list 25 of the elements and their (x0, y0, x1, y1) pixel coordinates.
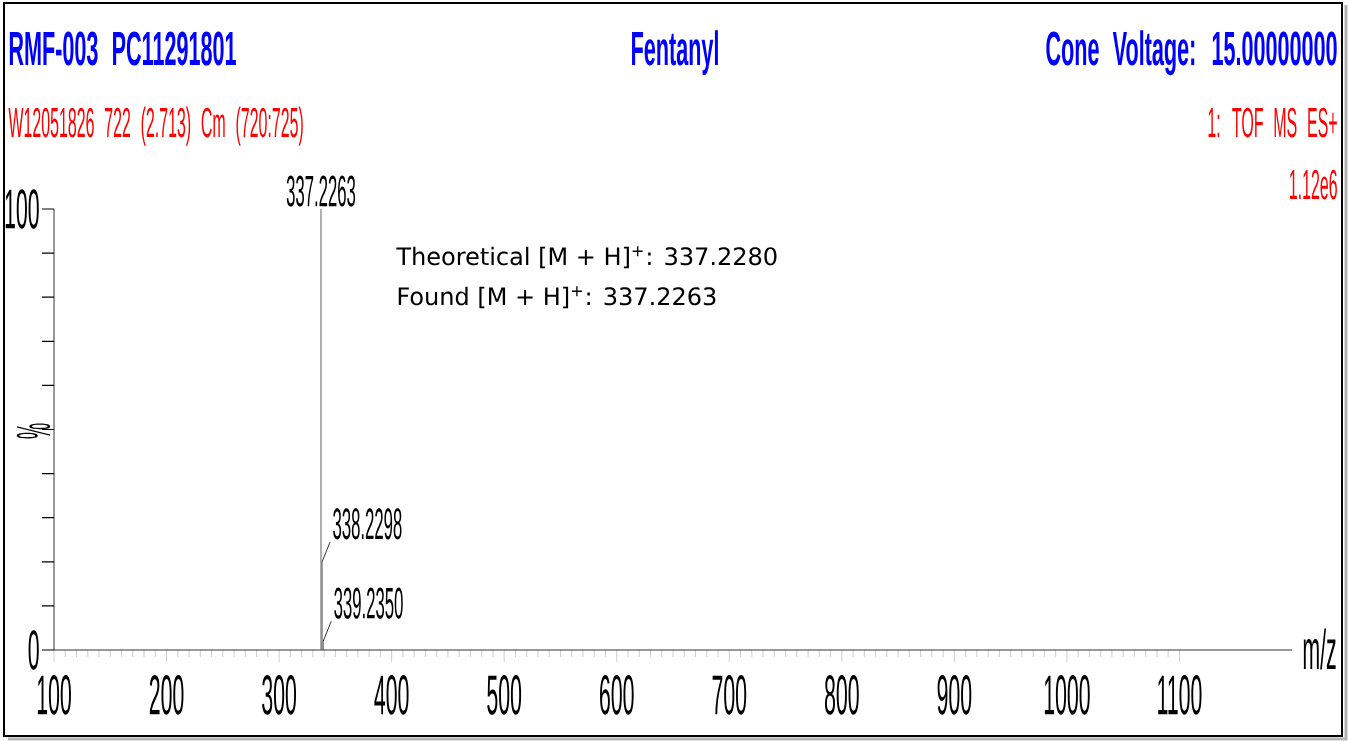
x-tick-label: 200 (149, 675, 184, 715)
text: 1: TOF MS ES+ (1208, 107, 1337, 138)
text: 1.12e6 (1290, 169, 1337, 200)
y-axis-title: % (16, 423, 51, 439)
annotation: 338.2298 (333, 508, 402, 540)
x-tick-label: 900 (937, 675, 972, 715)
x-tick-label: 1100 (1158, 675, 1202, 715)
annotation: Theoretical [M + H]$^{+}$: 337.2280 (396, 246, 777, 269)
x-tick-label: 600 (600, 675, 634, 715)
text: W12051826 722 (2.713) Cm (720:725) (8, 106, 303, 146)
x-tick-label: 400 (374, 675, 409, 715)
x-tick-label: 300 (262, 675, 297, 715)
annotation: 337.2263 (286, 175, 356, 207)
x-axis-title: m/z (1303, 628, 1336, 670)
x-tick-label: 1000 (1044, 675, 1090, 715)
x-tick-label: 800 (824, 675, 859, 715)
x-tick-label: 700 (712, 675, 747, 715)
annotation: 339.2350 (334, 587, 403, 619)
text: Cone Voltage: 15.00000000 (1046, 30, 1337, 76)
chart-title: Fentanyl (632, 30, 718, 75)
x-tick-label: 100 (37, 675, 71, 715)
annotation: Found [M + H]$^{+}$: 337.2263 (398, 286, 716, 309)
y-tick-label: 0 (28, 630, 39, 670)
x-tick-label: 500 (487, 675, 522, 715)
text: RMF-003 PC11291801 (9, 31, 236, 66)
